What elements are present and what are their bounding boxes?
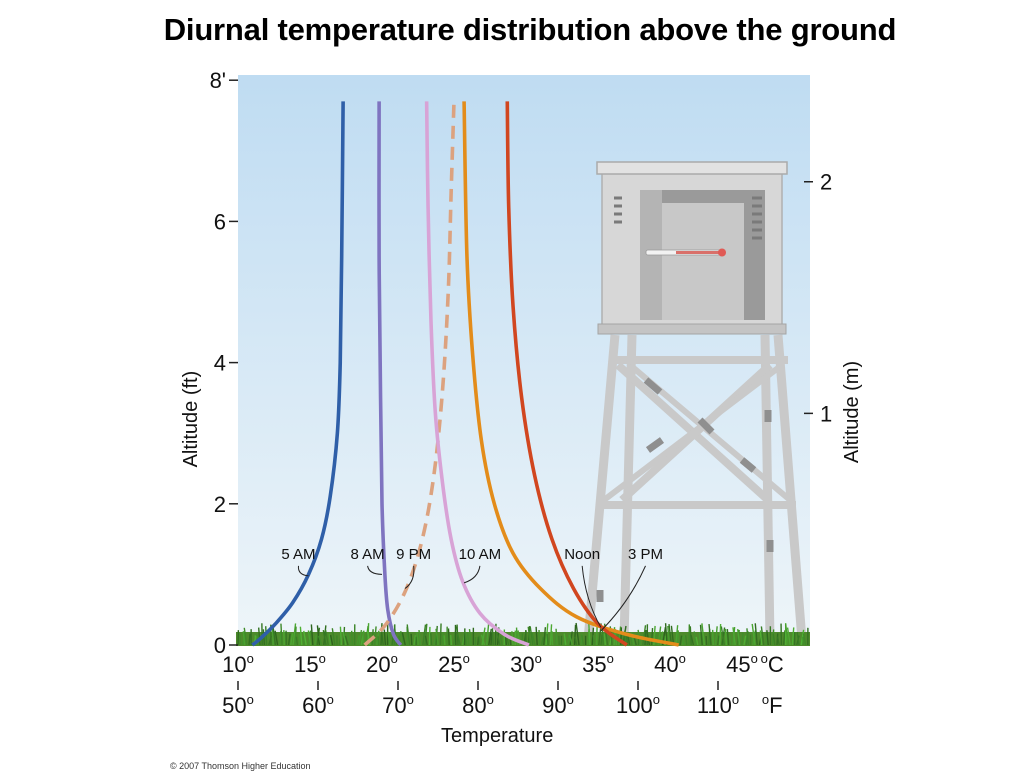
- grass-blade: [378, 636, 379, 645]
- fahrenheit-tick-label: 60o: [302, 692, 334, 718]
- curve-label: 3 PM: [628, 546, 663, 563]
- right-tick-label: 1: [820, 401, 832, 426]
- celsius-tick-label: 10o: [222, 651, 254, 677]
- grass-blade: [440, 624, 441, 645]
- curve-label: 8 AM: [351, 546, 385, 563]
- grass-blade: [652, 628, 653, 645]
- curve-label: 9 PM: [396, 546, 431, 563]
- fahrenheit-tick-label: 70o: [382, 692, 414, 718]
- fahrenheit-tick-label: 90o: [542, 692, 574, 718]
- grass-blade: [449, 628, 450, 645]
- grass-blade: [303, 637, 304, 645]
- curve-label: Noon: [564, 546, 600, 563]
- fahrenheit-tick-label: 50o: [222, 692, 254, 718]
- celsius-tick-label: 25o: [438, 651, 470, 677]
- shelter-base: [598, 324, 786, 334]
- celsius-tick-label: 45o: [726, 651, 758, 677]
- y-axis-title-left: Altitude (ft): [180, 371, 202, 468]
- left-tick-label: 8': [210, 68, 226, 93]
- fahrenheit-unit-label: oF: [762, 692, 783, 718]
- grass-blade: [725, 629, 726, 645]
- grass-blade: [492, 628, 493, 645]
- celsius-tick-label: 30o: [510, 651, 542, 677]
- grass-blade: [451, 635, 452, 645]
- grass-blade: [556, 629, 557, 645]
- x-axis-title: Temperature: [441, 725, 553, 747]
- y-axis-title-right: Altitude (m): [841, 361, 863, 463]
- curve-label: 5 AM: [281, 546, 315, 563]
- grass-blade: [720, 624, 721, 645]
- grass-blade: [491, 633, 492, 645]
- grass-blade: [340, 627, 341, 645]
- grass-blade: [444, 635, 445, 645]
- curve-label: 10 AM: [459, 546, 502, 563]
- celsius-tick-label: 35o: [582, 651, 614, 677]
- left-tick-label: 2: [214, 492, 226, 517]
- grass-blade: [656, 632, 657, 645]
- celsius-tick-label: 40o: [654, 651, 686, 677]
- shelter-roof: [597, 162, 787, 174]
- grass-blade: [295, 627, 296, 645]
- celsius-tick-label: 20o: [366, 651, 398, 677]
- copyright-text: © 2007 Thomson Higher Education: [170, 761, 311, 771]
- celsius-tick-label: 15o: [294, 651, 326, 677]
- grass-blade: [713, 630, 714, 645]
- shelter-door: [662, 203, 744, 320]
- fahrenheit-tick-label: 100o: [616, 692, 660, 718]
- grass-blade: [552, 631, 553, 645]
- grass-blade: [411, 634, 412, 645]
- grass-blade: [478, 637, 479, 645]
- grass-blade: [429, 627, 430, 645]
- celsius-unit-label: oC: [761, 651, 784, 677]
- grass-blade: [352, 631, 353, 645]
- grass-blade: [699, 632, 700, 645]
- left-tick-label: 4: [214, 351, 226, 376]
- right-tick-label: 2: [820, 170, 832, 195]
- grass-blade: [299, 634, 300, 645]
- thermometer-icon: [646, 249, 726, 257]
- fahrenheit-tick-label: 80o: [462, 692, 494, 718]
- fahrenheit-tick-label: 110o: [697, 692, 739, 718]
- grass-blade: [431, 633, 432, 645]
- left-tick-label: 6: [214, 209, 226, 234]
